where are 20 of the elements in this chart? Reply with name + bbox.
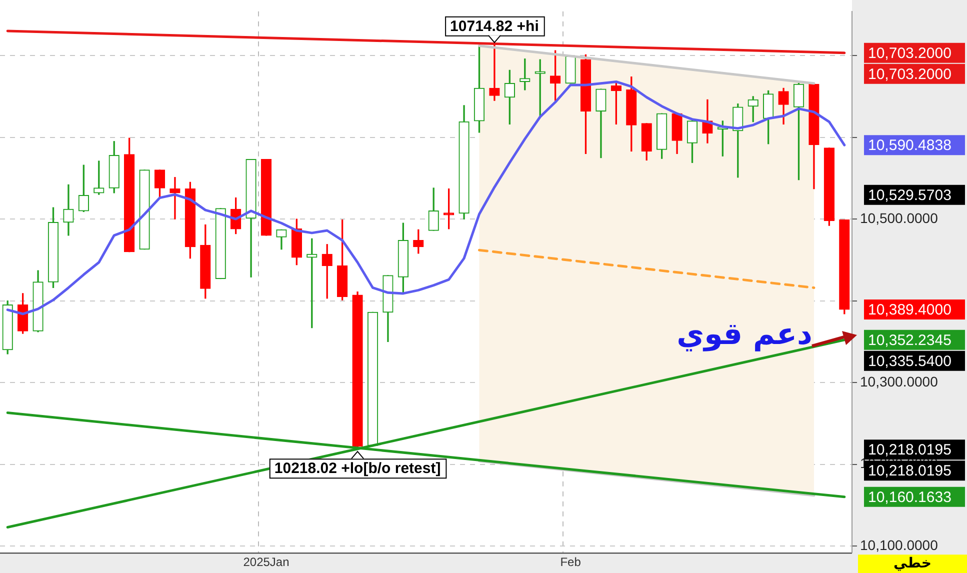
text: 10,160.1633: [868, 489, 952, 506]
text: 10,703.2000: [868, 66, 952, 84]
text: 10,218.0195: [868, 442, 952, 459]
candlestick: [489, 43, 500, 101]
text: 10,590.4838: [868, 137, 952, 154]
text: 10,703.2000: [868, 45, 952, 62]
x-tick-label: 2025Jan: [243, 555, 290, 570]
text: 10,335.5400: [868, 352, 952, 370]
text: 10,352.2345: [868, 332, 952, 349]
y-tick-label: 10,300.0000: [860, 373, 938, 390]
annotation: دعم قوي: [676, 316, 812, 352]
candlestick: [170, 177, 180, 220]
annotation: 10714.82 +hi: [450, 18, 539, 36]
x-tick-label: Feb: [560, 555, 582, 570]
text: خطي: [894, 555, 932, 572]
y-tick-label: 10,100.0000: [860, 536, 938, 553]
annotation: 10218.02 +lo[b/o retest]: [274, 460, 441, 478]
text: 10,529.5703: [868, 187, 952, 204]
text: 10,389.4000: [868, 302, 952, 319]
y-tick-label: 10,500.0000: [860, 210, 938, 226]
